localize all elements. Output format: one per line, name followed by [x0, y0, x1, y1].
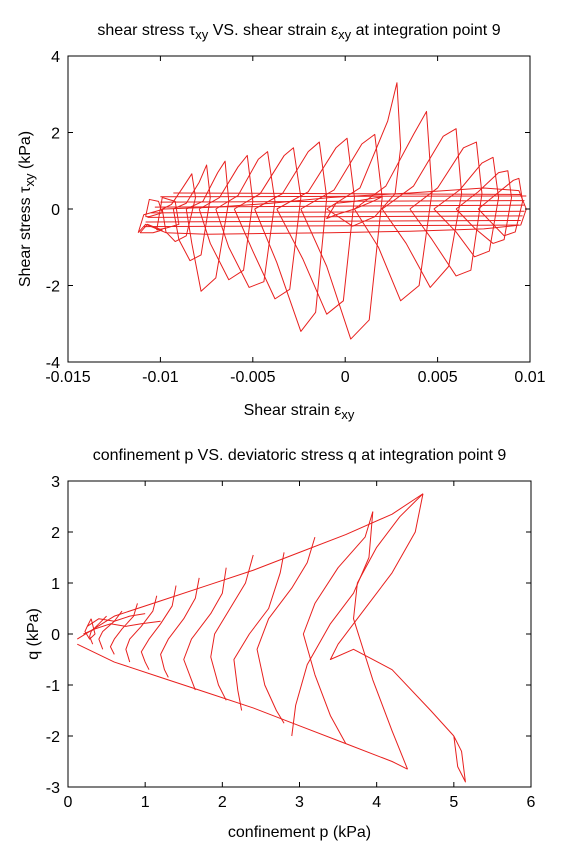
label-segment: Shear strain ε [244, 402, 342, 419]
series-line-18 [409, 141, 483, 277]
x-tick-label: 0 [64, 794, 73, 811]
x-tick-label: -0.01 [142, 369, 179, 386]
x-tick-label: 0.005 [418, 369, 458, 386]
series-line-21 [477, 177, 524, 237]
y-tick-label: -4 [46, 355, 60, 372]
series-line-29 [173, 192, 521, 195]
series-line-17 [381, 128, 463, 288]
series-line-16 [98, 610, 123, 650]
label-segment: shear stress τ [97, 22, 196, 39]
series-line-2 [77, 643, 408, 770]
series-line-7 [291, 511, 374, 737]
series-line-25 [151, 210, 525, 214]
series-line-11 [233, 147, 302, 300]
y-tick-label: 4 [51, 49, 60, 66]
x-tick-label: 0.01 [514, 369, 545, 386]
series-line-18 [84, 618, 96, 640]
series-line-4 [453, 735, 466, 783]
y-tick-label: -2 [46, 729, 60, 746]
label-segment: VS. shear strain ε [208, 22, 338, 39]
y-tick-label: 1 [51, 576, 60, 593]
label-segment: Shear stress τ [17, 186, 34, 287]
subscript-text: xy [341, 407, 355, 422]
label-segment: (kPa) [17, 131, 34, 174]
series-line-19 [433, 156, 500, 258]
subscript-text: xy [22, 173, 37, 187]
chart-title: shear stress τxy VS. shear strain εxy at… [97, 22, 500, 42]
subscript-text: xy [338, 27, 352, 42]
series-line-13 [140, 585, 177, 670]
chart-title: confinement p VS. deviatoric stress q at… [93, 447, 507, 464]
y-tick-label: 2 [51, 126, 60, 143]
series-line-15 [109, 603, 138, 655]
series-line-28 [143, 224, 519, 228]
series-line-22 [160, 195, 527, 198]
x-tick-label: 1 [141, 794, 150, 811]
series-line-23 [160, 200, 525, 203]
series-group [76, 493, 466, 783]
y-tick-label: 0 [51, 202, 60, 219]
series-line-5 [353, 493, 424, 770]
series-line-10 [210, 554, 254, 701]
y-tick-label: -2 [46, 279, 60, 296]
series-line-15 [326, 82, 402, 227]
x-tick-label: -0.015 [45, 369, 90, 386]
series-line-14 [300, 133, 383, 340]
chart-1: shear stress τxy VS. shear strain εxy at… [17, 22, 546, 422]
series-line-11 [183, 567, 227, 691]
y-tick-label: -3 [46, 780, 60, 797]
x-tick-label: 5 [449, 794, 458, 811]
y-tick-label: 0 [51, 627, 60, 644]
x-tick-label: 2 [218, 794, 227, 811]
series-line-1 [76, 493, 424, 640]
series-line-13 [276, 137, 355, 315]
series-line-12 [254, 141, 328, 332]
series-line-19 [83, 620, 161, 635]
series-line-24 [154, 204, 525, 208]
label-segment: at integration point 9 [351, 22, 501, 39]
series-line-17 [89, 615, 107, 645]
series-line-3 [139, 223, 163, 234]
x-tick-label: 0 [341, 369, 350, 386]
series-line-20 [455, 170, 513, 244]
series-line-6 [302, 511, 374, 744]
y-axis-label: q (kPa) [25, 608, 42, 660]
series-line-14 [125, 595, 158, 663]
y-tick-label: 3 [51, 474, 60, 491]
series-line-20 [87, 613, 146, 627]
y-tick-label: -1 [46, 678, 60, 695]
series-line-8 [256, 536, 316, 724]
series-line-9 [233, 552, 285, 711]
x-tick-label: 4 [372, 794, 381, 811]
x-axis-label: confinement p (kPa) [228, 824, 371, 841]
series-line-6 [161, 173, 197, 243]
y-tick-label: 2 [51, 525, 60, 542]
series-line-12 [160, 577, 200, 678]
series-line-3 [329, 493, 455, 737]
x-tick-label: -0.005 [230, 369, 275, 386]
x-tick-label: 3 [295, 794, 304, 811]
series-line-26 [147, 215, 523, 218]
y-axis-label: Shear stress τxy (kPa) [17, 131, 37, 287]
x-axis-label: Shear strain εxy [244, 402, 355, 422]
subscript-text: xy [195, 27, 209, 42]
series-line-27 [145, 219, 521, 223]
chart-2: confinement p VS. deviatoric stress q at… [25, 447, 536, 841]
x-tick-label: 6 [527, 794, 536, 811]
